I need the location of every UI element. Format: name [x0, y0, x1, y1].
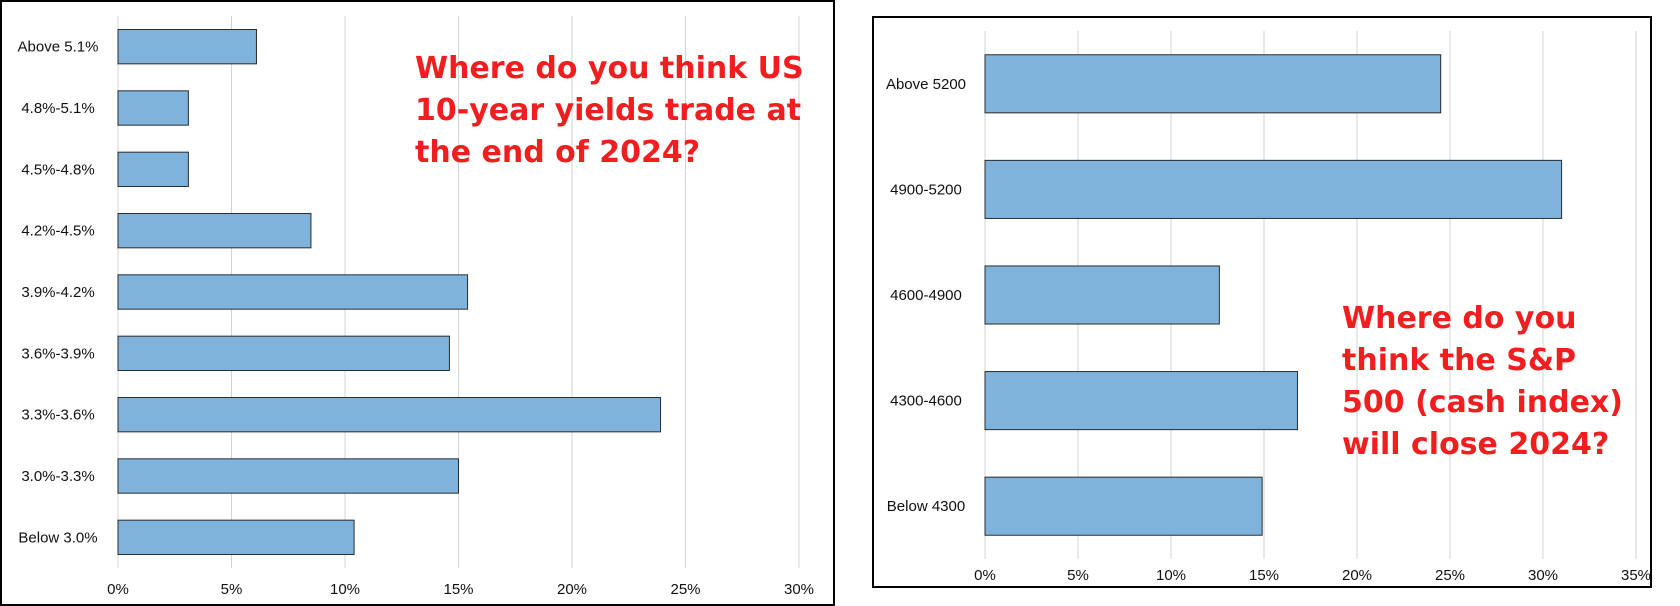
- category-label: Below 4300: [887, 498, 965, 515]
- category-label: 4600-4900: [890, 287, 962, 304]
- sp500-chart: 0% 5% 10% 15% 20% 25% 30% 35% Above 5200 4900-520…: [886, 31, 1651, 584]
- x-tick-label: 20%: [1342, 567, 1372, 584]
- category-label: Below 3.0%: [18, 529, 97, 546]
- bar: [117, 274, 469, 310]
- category-label: 4.2%-4.5%: [21, 223, 94, 240]
- x-tick-label: 30%: [784, 581, 814, 598]
- sp500-chart-panel: 0% 5% 10% 15% 20% 25% 30% 35% Above 5200 4900-520…: [872, 16, 1652, 588]
- bar: [984, 265, 1220, 325]
- category-label: Above 5200: [886, 76, 966, 93]
- category-label: 3.3%-3.6%: [21, 407, 94, 424]
- bar: [117, 151, 189, 188]
- bar: [117, 90, 189, 126]
- yields-chart-panel: 0% 5% 10% 15% 20% 25% 30% Above 5.1% 4.8%-5.1% 4.…: [0, 0, 835, 606]
- x-tick-label: 25%: [670, 581, 700, 598]
- bar: [984, 476, 1263, 536]
- category-label: 4900-5200: [890, 181, 962, 198]
- category-label: 4.5%-4.8%: [21, 161, 94, 178]
- bar: [984, 371, 1298, 431]
- category-label: 3.9%-4.2%: [21, 284, 94, 301]
- x-tick-label: 10%: [330, 581, 360, 598]
- x-tick-label: 20%: [557, 581, 587, 598]
- bar: [117, 212, 312, 249]
- category-label: 3.0%-3.3%: [21, 468, 94, 485]
- category-label: Above 5.1%: [18, 39, 99, 56]
- x-tick-label: 5%: [1067, 567, 1089, 584]
- yields-chart: 0% 5% 10% 15% 20% 25% 30% Above 5.1% 4.8%-5.1% 4.…: [18, 16, 814, 598]
- x-tick-label: 35%: [1621, 567, 1651, 584]
- category-label: 3.6%-3.9%: [21, 345, 94, 362]
- sp500-chart-title: Where do you think the S&P 500 (cash ind…: [1342, 301, 1623, 462]
- x-tick-label: 0%: [107, 581, 129, 598]
- bar: [117, 335, 450, 372]
- category-label: 4300-4600: [890, 393, 962, 410]
- bar: [117, 396, 662, 433]
- bar: [117, 458, 459, 494]
- x-tick-label: 0%: [974, 567, 996, 584]
- x-tick-label: 25%: [1435, 567, 1465, 584]
- x-tick-label: 15%: [1249, 567, 1279, 584]
- bar: [984, 159, 1563, 219]
- x-tick-label: 15%: [443, 581, 473, 598]
- yields-chart-title: Where do you think US 10-year yields tra…: [415, 51, 804, 170]
- x-tick-label: 10%: [1156, 567, 1186, 584]
- bar: [984, 54, 1442, 114]
- bar: [117, 519, 355, 556]
- bar: [117, 28, 257, 65]
- x-tick-label: 5%: [221, 581, 243, 598]
- category-label: 4.8%-5.1%: [21, 100, 94, 117]
- x-tick-label: 30%: [1528, 567, 1558, 584]
